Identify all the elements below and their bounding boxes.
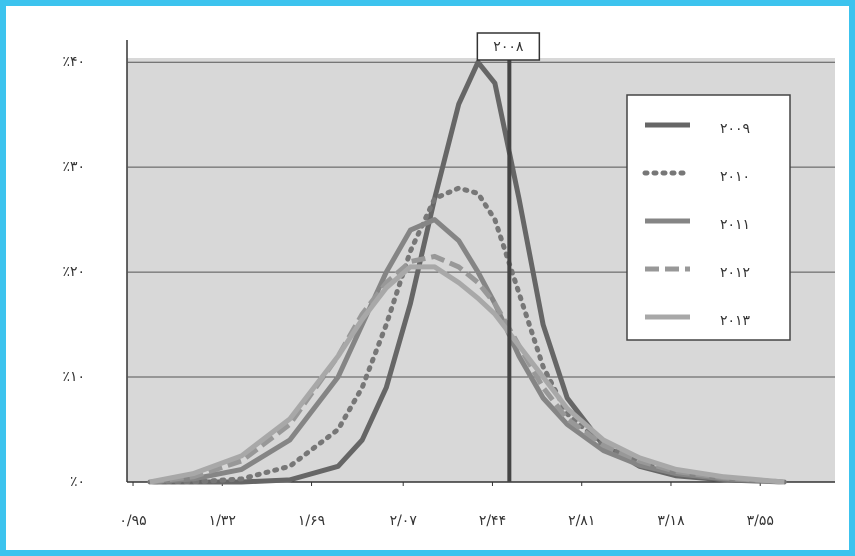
- legend-box: [627, 95, 790, 340]
- legend-label: ۲۰۰۹: [720, 121, 750, 137]
- y-tick-label: ٪۴۰: [62, 54, 85, 70]
- annotation-label: ۲۰۰۸: [493, 39, 524, 55]
- y-tick-label: ٪۰: [70, 474, 85, 490]
- y-tick-label: ٪۲۰: [62, 264, 85, 280]
- y-tick-label: ٪۱۰: [62, 369, 85, 385]
- x-tick-label: ۲/۸۱: [568, 513, 595, 529]
- x-tick-label: ۲/۰۷: [390, 513, 418, 529]
- x-tick-label: ۳/۱۸: [657, 513, 685, 529]
- legend-label: ۲۰۱۰: [720, 169, 750, 185]
- x-tick-label: ۰/۹۵: [119, 513, 146, 529]
- x-tick-label: ۲/۴۴: [479, 513, 506, 529]
- y-tick-label: ٪۳۰: [62, 159, 85, 175]
- legend-label: ۲۰۱۳: [720, 313, 751, 329]
- x-tick-label: ۳/۵۵: [747, 513, 774, 529]
- legend-label: ۲۰۱۱: [720, 217, 750, 233]
- x-tick-label: ۱/۳۲: [209, 513, 236, 529]
- legend-label: ۲۰۱۲: [720, 265, 750, 281]
- x-tick-label: ۱/۶۹: [298, 513, 325, 529]
- chart: ٪۰ ٪۱۰ ٪۲۰ ٪۳۰ ٪۴۰ ۰/۹۵ ۱/۳۲ ۱/۶۹ ۲/۰۷ ۲/۴۴ ۲/۸۱ ۳/…: [0, 0, 855, 556]
